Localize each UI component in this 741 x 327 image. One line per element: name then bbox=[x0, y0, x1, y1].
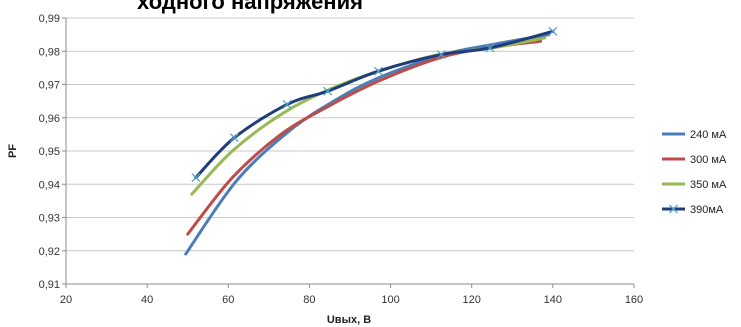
y-tick-label: 0,97 bbox=[39, 80, 60, 92]
grid-lines bbox=[66, 17, 634, 252]
legend: 240 мА 300 мА 350 мА 390мА bbox=[662, 129, 727, 216]
series-markers bbox=[191, 26, 558, 183]
series-4-point bbox=[191, 173, 201, 183]
series-2-legend-label: 300 мА bbox=[690, 154, 727, 166]
series-4-legend-label: 390мА bbox=[690, 204, 724, 216]
y-tick-label: 0,96 bbox=[39, 113, 60, 125]
axes bbox=[62, 17, 635, 288]
y-tick-label: 0,99 bbox=[39, 13, 60, 25]
x-tick-label: 120 bbox=[463, 294, 481, 306]
series-4-line bbox=[194, 29, 555, 180]
y-tick-labels: 0,91 0,92 0,93 0,94 0,95 0,96 0,97 0,98 0,99 bbox=[39, 13, 60, 291]
y-tick-label: 0,92 bbox=[39, 246, 60, 258]
y-tick-label: 0,95 bbox=[39, 146, 60, 158]
series-4-point bbox=[229, 133, 239, 143]
x-tick-label: 40 bbox=[141, 294, 153, 306]
x-tick-label: 160 bbox=[625, 294, 643, 306]
y-tick-label: 0,98 bbox=[39, 46, 60, 58]
x-axis-title: Uвых, В bbox=[327, 314, 371, 326]
series-4-point bbox=[373, 66, 383, 76]
series-4-legend-marker bbox=[669, 204, 678, 214]
series-4-point bbox=[323, 86, 333, 96]
y-tick-label: 0,94 bbox=[39, 179, 60, 191]
series-2-line bbox=[186, 39, 543, 236]
x-tick-label: 80 bbox=[303, 294, 315, 306]
series-3-legend-label: 350 мА bbox=[690, 179, 727, 191]
chart-title: ходного напряжения bbox=[137, 0, 363, 14]
x-tick-label: 60 bbox=[222, 294, 234, 306]
series-lines bbox=[184, 29, 555, 256]
x-tick-label: 100 bbox=[381, 294, 399, 306]
series-1-legend-label: 240 мА bbox=[690, 129, 727, 141]
series-4-point bbox=[548, 26, 558, 36]
series-4-point bbox=[282, 99, 292, 109]
x-tick-label: 140 bbox=[544, 294, 562, 306]
x-tick-labels: 20 40 60 80 100 120 140 160 bbox=[60, 294, 643, 306]
y-axis-title: PF bbox=[7, 144, 19, 158]
y-tick-label: 0,91 bbox=[39, 279, 60, 291]
series-1-line bbox=[184, 33, 551, 256]
series-4-point bbox=[436, 50, 446, 60]
y-tick-label: 0,93 bbox=[39, 213, 60, 225]
series-4-point bbox=[485, 43, 495, 53]
x-tick-label: 20 bbox=[60, 294, 72, 306]
